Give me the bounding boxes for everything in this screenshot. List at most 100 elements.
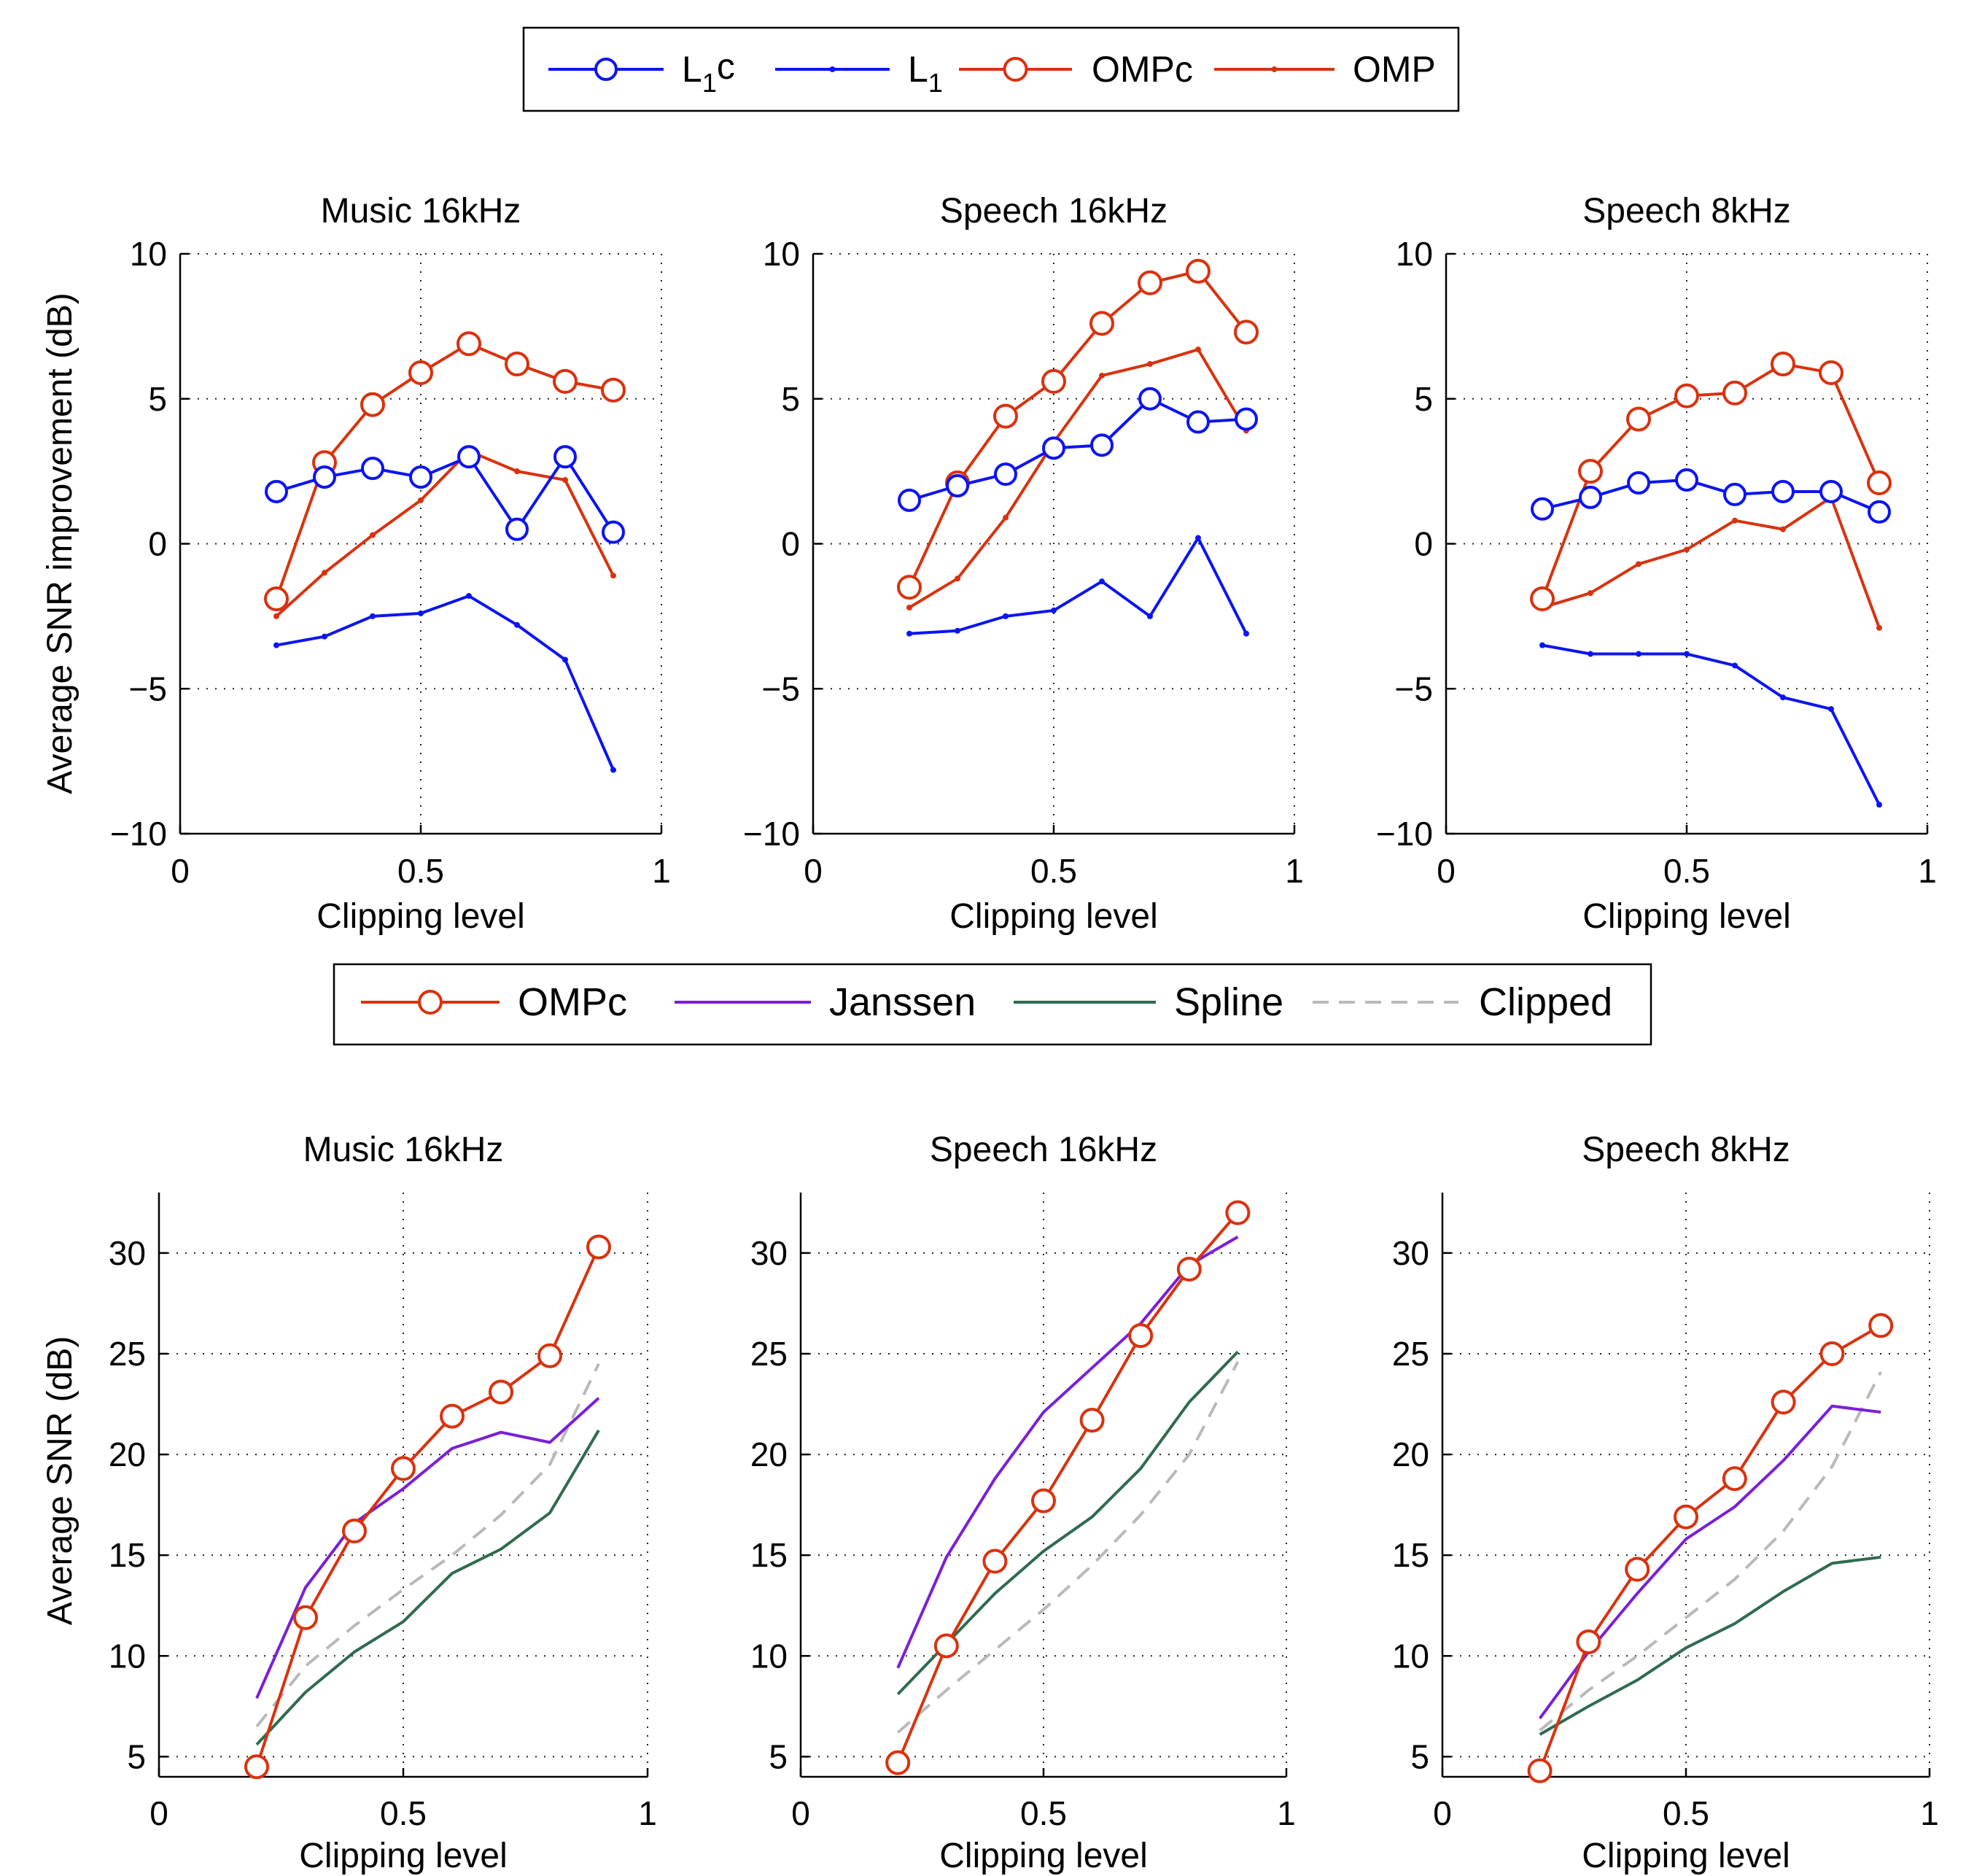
data-point bbox=[244, 1754, 269, 1780]
data-point bbox=[562, 656, 568, 663]
y-tick-label: −10 bbox=[743, 815, 800, 853]
x-tick-label: 1 bbox=[652, 852, 671, 890]
data-point bbox=[1588, 651, 1593, 657]
data-point bbox=[1186, 258, 1211, 284]
y-axis-label: Average SNR improvement (dB) bbox=[41, 292, 79, 794]
legend-label: Janssen bbox=[829, 980, 976, 1024]
series-l1 bbox=[273, 593, 616, 773]
data-point bbox=[1138, 270, 1162, 295]
chart-panel: −10 −5 0 5 10 0 0.5 1 Speech 8kHz Clipping level bbox=[1376, 192, 1937, 936]
series-spline bbox=[1539, 1555, 1881, 1736]
data-point bbox=[440, 1403, 465, 1429]
legend-box bbox=[333, 963, 1652, 1046]
data-point bbox=[264, 586, 289, 612]
legend-label: OMPc bbox=[518, 980, 627, 1024]
data-point bbox=[1625, 1557, 1650, 1582]
data-point bbox=[1089, 311, 1114, 336]
legend-label-subscript: 1 bbox=[928, 68, 943, 98]
y-tick-label: 10 bbox=[130, 235, 167, 273]
data-point bbox=[1042, 436, 1065, 460]
legend-label: Spline bbox=[1174, 980, 1283, 1024]
y-tick-label: 0 bbox=[781, 525, 800, 563]
data-point bbox=[514, 468, 520, 475]
y-tick-label: 5 bbox=[127, 1737, 146, 1775]
series-ompc bbox=[264, 331, 626, 612]
series-clipped bbox=[896, 1361, 1240, 1734]
series-line bbox=[896, 1350, 1239, 1696]
data-point bbox=[1867, 470, 1892, 496]
data-point bbox=[993, 403, 1018, 429]
legend-entry: L1c bbox=[548, 46, 735, 98]
data-point bbox=[489, 1379, 513, 1405]
series-ompc bbox=[1527, 1313, 1894, 1783]
y-tick-label: 5 bbox=[148, 380, 167, 418]
y-tick-label: 25 bbox=[750, 1335, 788, 1373]
series-line bbox=[1539, 1371, 1882, 1732]
legend-marker bbox=[1003, 57, 1028, 82]
x-tick-label: 0 bbox=[149, 1794, 168, 1832]
data-point bbox=[1674, 383, 1699, 408]
legend-entry: OMPc bbox=[959, 49, 1193, 90]
data-point bbox=[1876, 624, 1882, 631]
series-line bbox=[908, 348, 1248, 609]
data-point bbox=[1627, 471, 1650, 495]
chart-panel: 5 10 15 20 25 30 0 0.5 1 Speech 16kHz Clipping lev… bbox=[750, 1131, 1296, 1875]
series-line bbox=[276, 594, 615, 771]
series-l1c bbox=[898, 387, 1258, 512]
series-l1 bbox=[1539, 642, 1882, 808]
y-tick-label: 10 bbox=[763, 235, 800, 273]
data-point bbox=[456, 331, 481, 357]
data-point bbox=[391, 1456, 416, 1481]
y-tick-label: 10 bbox=[1392, 1637, 1429, 1675]
data-point bbox=[586, 1234, 611, 1260]
data-point bbox=[1099, 578, 1105, 585]
series-l1c bbox=[265, 445, 625, 544]
data-point bbox=[1780, 526, 1786, 532]
data-point bbox=[1828, 706, 1834, 713]
series-spline bbox=[255, 1429, 600, 1746]
data-point bbox=[1819, 360, 1843, 385]
x-tick-label: 0.5 bbox=[397, 852, 444, 890]
data-point bbox=[1003, 514, 1009, 521]
y-tick-label: 0 bbox=[148, 525, 167, 563]
legend-entry: OMPc bbox=[361, 980, 627, 1024]
y-tick-label: −5 bbox=[129, 670, 167, 708]
y-tick-label: 10 bbox=[750, 1637, 788, 1675]
data-point bbox=[505, 352, 529, 377]
data-point bbox=[906, 630, 912, 637]
series-ompc bbox=[1530, 352, 1892, 612]
y-tick-label: −5 bbox=[762, 670, 800, 708]
series-line bbox=[896, 1361, 1240, 1734]
x-tick-label: 0 bbox=[804, 852, 823, 890]
data-point bbox=[1674, 1504, 1698, 1530]
series-ompc bbox=[244, 1234, 611, 1780]
data-point bbox=[1732, 517, 1738, 524]
x-tick-label: 0.5 bbox=[1663, 852, 1710, 890]
data-point bbox=[955, 627, 960, 634]
x-tick-label: 1 bbox=[1285, 852, 1304, 890]
data-point bbox=[342, 1519, 367, 1544]
data-point bbox=[273, 642, 279, 648]
x-tick-label: 0.5 bbox=[1030, 852, 1077, 890]
data-point bbox=[898, 488, 921, 512]
y-tick-label: 10 bbox=[109, 1637, 146, 1675]
y-tick-label: 5 bbox=[781, 380, 800, 418]
data-point bbox=[1675, 468, 1698, 492]
series-line bbox=[255, 1363, 600, 1728]
data-point bbox=[885, 1750, 911, 1775]
y-tick-label: 30 bbox=[109, 1234, 146, 1272]
data-point bbox=[265, 479, 288, 503]
data-point bbox=[1225, 1200, 1251, 1225]
data-point bbox=[1722, 380, 1747, 406]
y-tick-label: 30 bbox=[1392, 1234, 1429, 1272]
data-point bbox=[466, 593, 472, 600]
legend-entry: Clipped bbox=[1313, 980, 1612, 1024]
data-point bbox=[1031, 1488, 1056, 1513]
data-point bbox=[1626, 406, 1651, 432]
series-line bbox=[1539, 1555, 1881, 1736]
data-point bbox=[1780, 694, 1786, 701]
x-tick-label: 1 bbox=[1920, 1794, 1939, 1832]
data-point bbox=[610, 767, 616, 773]
series-clipped bbox=[255, 1363, 600, 1728]
